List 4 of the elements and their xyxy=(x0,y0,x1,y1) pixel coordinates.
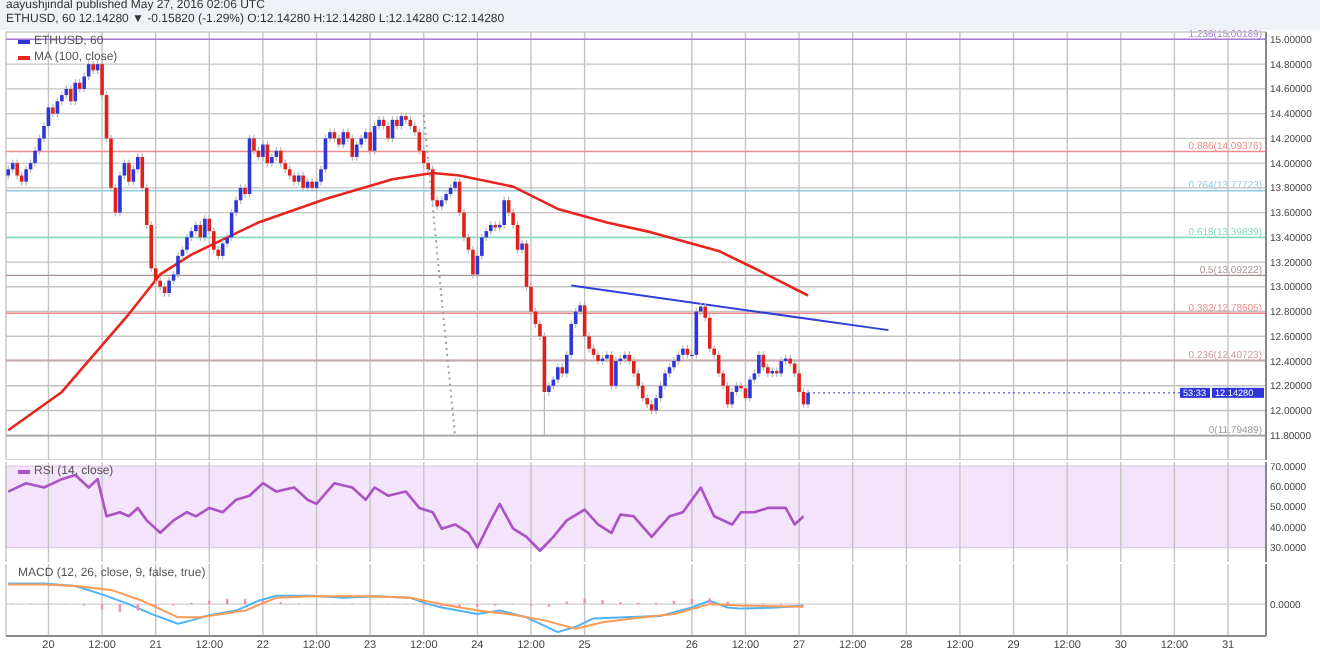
line-series xyxy=(6,171,810,432)
candlestick xyxy=(194,220,198,236)
candlestick xyxy=(185,233,189,255)
line-series xyxy=(6,473,805,553)
